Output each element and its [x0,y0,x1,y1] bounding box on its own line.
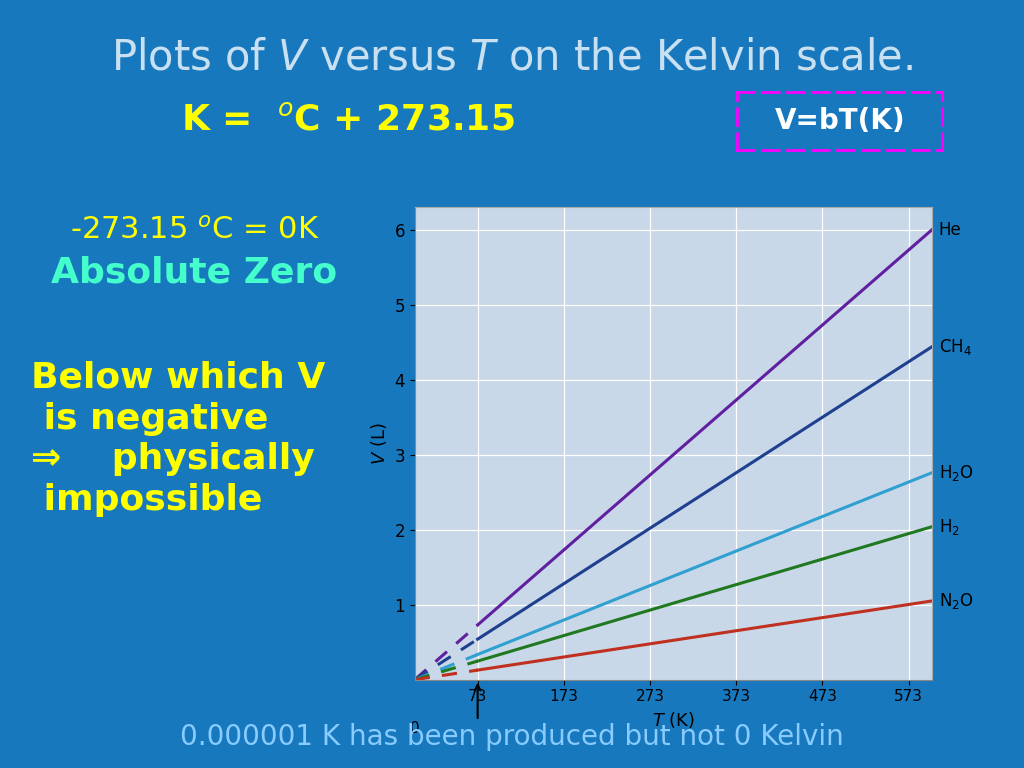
Text: K =  $^o$C + 273.15: K = $^o$C + 273.15 [181,102,515,136]
Text: Plots of $\it{V}$ versus $\it{T}$ on the Kelvin scale.: Plots of $\it{V}$ versus $\it{T}$ on the… [111,37,913,78]
Text: Absolute Zero: Absolute Zero [51,256,338,290]
Text: 0: 0 [410,721,420,736]
X-axis label: $T$ (K): $T$ (K) [652,710,694,730]
Text: N$_2$O: N$_2$O [939,591,974,611]
Text: -273.15 $^o$C = 0K: -273.15 $^o$C = 0K [70,216,319,245]
Text: H$_2$: H$_2$ [939,517,959,537]
Text: Below which V
 is negative
⇒    physically
 impossible: Below which V is negative ⇒ physically i… [31,361,325,517]
Text: H$_2$O: H$_2$O [939,463,974,483]
Text: He: He [939,221,962,239]
Text: V=bT(K): V=bT(K) [774,107,905,135]
Text: 0.000001 K has been produced but not 0 Kelvin: 0.000001 K has been produced but not 0 K… [180,723,844,751]
Y-axis label: $V$ (L): $V$ (L) [369,422,389,465]
Text: CH$_4$: CH$_4$ [939,337,972,357]
